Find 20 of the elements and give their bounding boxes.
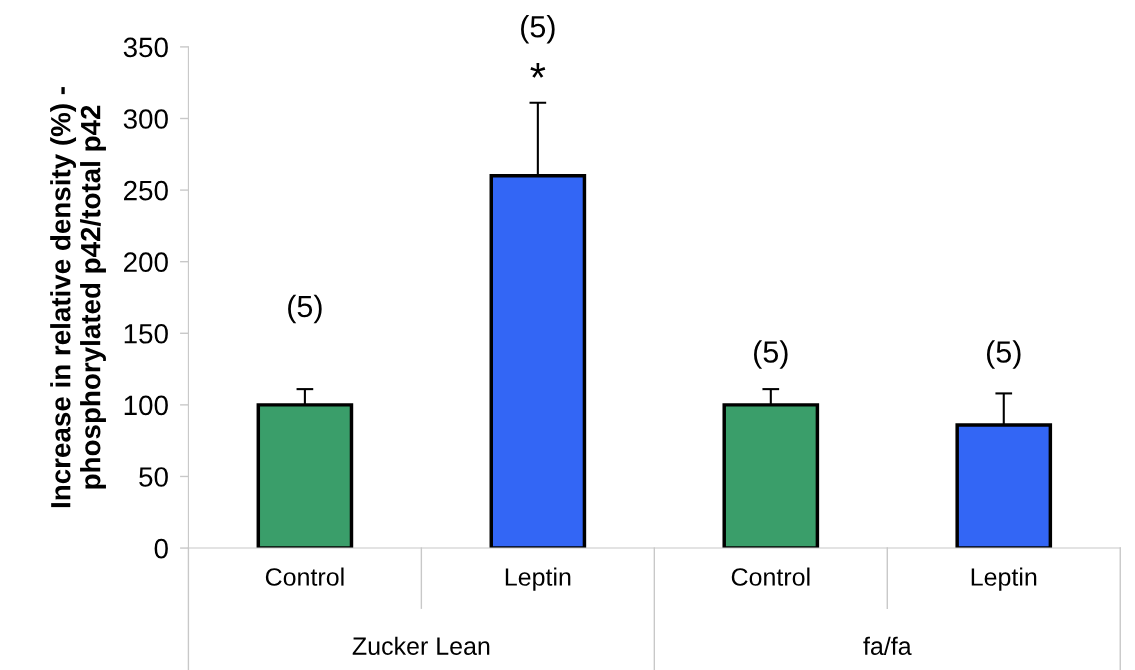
y-tick-label: 50 bbox=[139, 467, 168, 487]
y-tick-label: 250 bbox=[124, 180, 168, 201]
x-tick-label: Leptin bbox=[971, 567, 1037, 591]
text: Zucker Lean bbox=[352, 636, 490, 655]
y-tick-label: 350 bbox=[123, 37, 168, 58]
y-axis-title: Increase in relative density (%) - phosphorylated p42/total p42 bbox=[50, 87, 106, 508]
y-tick-label: 0 bbox=[154, 538, 168, 559]
x-tick-label: Leptin bbox=[505, 567, 571, 591]
y-tick-label: 100 bbox=[124, 395, 168, 416]
annotation: (5) bbox=[288, 294, 322, 324]
y-tick-label: 300 bbox=[123, 109, 168, 129]
text: fa/fa bbox=[863, 636, 912, 655]
annotation: (5) bbox=[986, 340, 1021, 369]
text: (5) bbox=[521, 15, 555, 44]
annotation: (5) bbox=[754, 340, 788, 369]
x-tick-label: Control bbox=[265, 567, 344, 586]
annotation: * bbox=[530, 63, 546, 78]
x-tick-label: Control bbox=[731, 567, 810, 586]
y-tick-label: 150 bbox=[124, 323, 168, 344]
y-tick-label: 200 bbox=[124, 252, 168, 273]
